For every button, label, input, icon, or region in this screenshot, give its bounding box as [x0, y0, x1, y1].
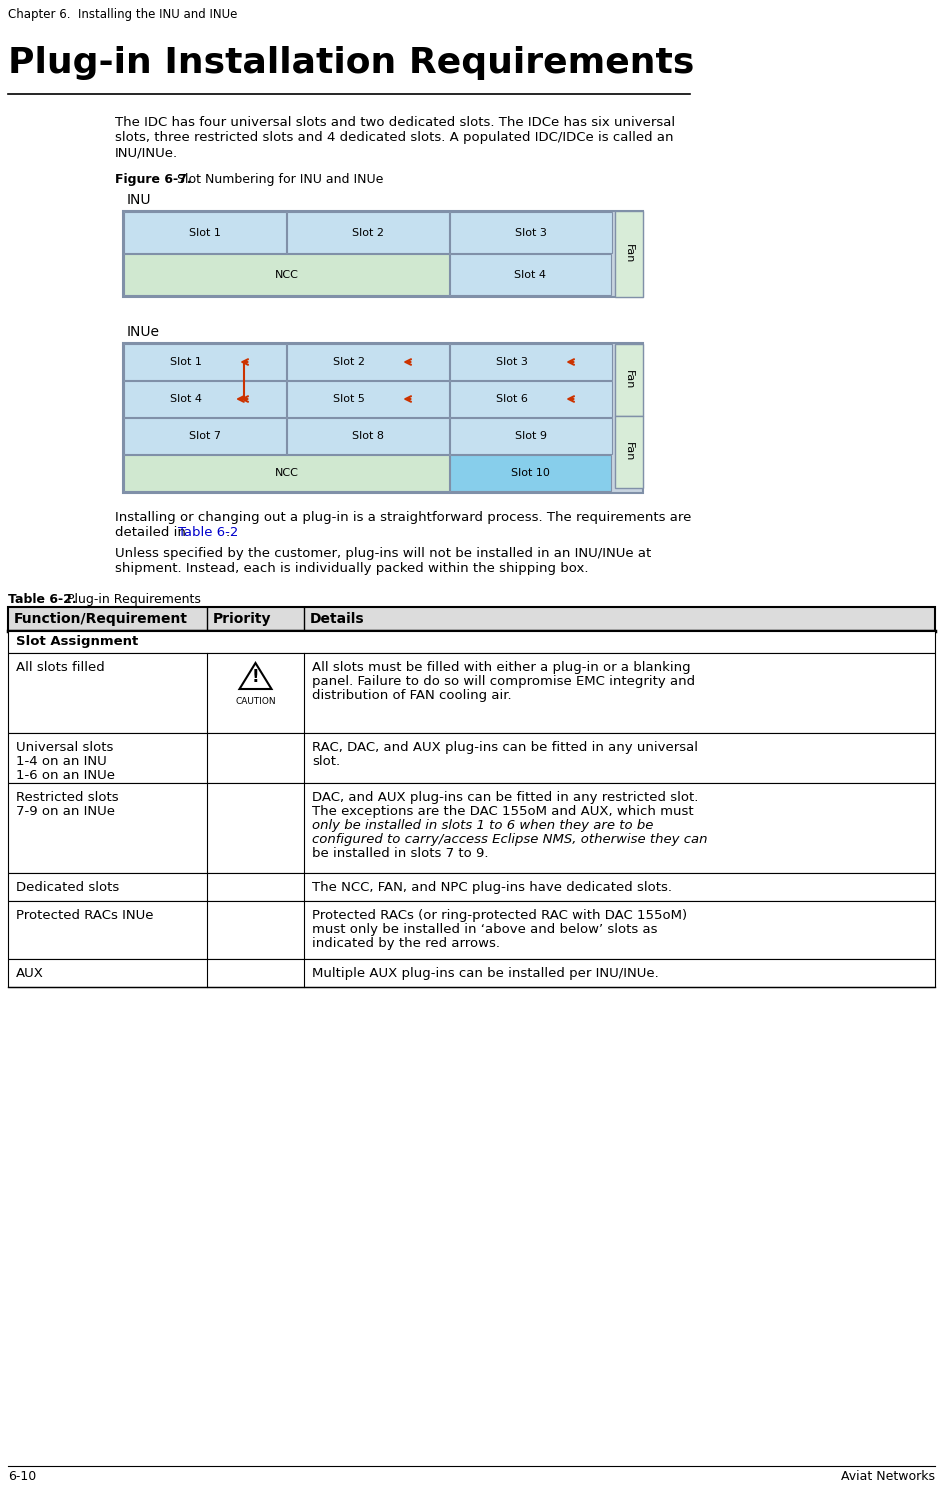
Text: be installed in slots 7 to 9.: be installed in slots 7 to 9. — [312, 847, 489, 860]
Text: Fan: Fan — [624, 244, 634, 263]
Text: Slot Assignment: Slot Assignment — [16, 636, 138, 648]
Text: The exceptions are the DAC 155oM and AUX, which must: The exceptions are the DAC 155oM and AUX… — [312, 805, 694, 817]
Bar — [287, 380, 449, 418]
Bar — [8, 652, 935, 733]
Text: distribution of FAN cooling air.: distribution of FAN cooling air. — [312, 690, 511, 701]
Bar — [123, 211, 643, 297]
Text: Details: Details — [310, 612, 365, 626]
Text: Dedicated slots: Dedicated slots — [16, 881, 119, 895]
Bar — [615, 416, 643, 487]
Text: 7-9 on an INUe: 7-9 on an INUe — [16, 805, 115, 817]
Bar — [124, 455, 449, 490]
Text: slots, three restricted slots and 4 dedicated slots. A populated IDC/IDCe is cal: slots, three restricted slots and 4 dedi… — [115, 131, 673, 144]
Text: 1-6 on an INUe: 1-6 on an INUe — [16, 768, 115, 782]
Text: slot.: slot. — [312, 755, 340, 768]
Text: CAUTION: CAUTION — [235, 697, 275, 706]
Text: The IDC has four universal slots and two dedicated slots. The IDCe has six unive: The IDC has four universal slots and two… — [115, 116, 675, 129]
Text: 1-4 on an INU: 1-4 on an INU — [16, 755, 107, 768]
Text: Unless specified by the customer, plug-ins will not be installed in an INU/INUe : Unless specified by the customer, plug-i… — [115, 547, 651, 560]
Bar — [8, 632, 935, 652]
Text: Table 6-2: Table 6-2 — [179, 526, 239, 539]
Bar — [287, 212, 449, 253]
Bar — [8, 872, 935, 901]
Text: Installing or changing out a plug-in is a straightforward process. The requireme: Installing or changing out a plug-in is … — [115, 511, 692, 525]
Bar — [450, 455, 611, 490]
Text: Slot 3: Slot 3 — [515, 227, 547, 238]
Bar — [124, 254, 449, 296]
Text: shipment. Instead, each is individually packed within the shipping box.: shipment. Instead, each is individually … — [115, 562, 588, 575]
Text: Chapter 6.  Installing the INU and INUe: Chapter 6. Installing the INU and INUe — [8, 7, 238, 21]
Text: NCC: NCC — [274, 269, 298, 279]
Bar — [287, 418, 449, 455]
Text: Slot 3: Slot 3 — [495, 357, 527, 367]
Text: configured to carry/access Eclipse NMS, otherwise they can: configured to carry/access Eclipse NMS, … — [312, 834, 708, 846]
Text: Slot 4: Slot 4 — [169, 394, 201, 404]
Text: Slot 8: Slot 8 — [352, 431, 384, 441]
Text: Plug-in Requirements: Plug-in Requirements — [63, 593, 201, 606]
Text: Universal slots: Universal slots — [16, 742, 114, 753]
Polygon shape — [240, 663, 272, 690]
Text: RAC, DAC, and AUX plug-ins can be fitted in any universal: RAC, DAC, and AUX plug-ins can be fitted… — [312, 742, 698, 753]
Text: !: ! — [252, 667, 259, 685]
Text: The NCC, FAN, and NPC plug-ins have dedicated slots.: The NCC, FAN, and NPC plug-ins have dedi… — [312, 881, 672, 895]
Text: .: . — [226, 526, 230, 539]
Bar — [450, 343, 612, 380]
Text: Aviat Networks: Aviat Networks — [841, 1470, 935, 1483]
Text: Slot 2: Slot 2 — [352, 227, 384, 238]
Text: INU: INU — [127, 193, 151, 207]
Bar — [8, 606, 935, 632]
Text: INU/INUe.: INU/INUe. — [115, 146, 178, 159]
Text: DAC, and AUX plug-ins can be fitted in any restricted slot.: DAC, and AUX plug-ins can be fitted in a… — [312, 791, 698, 804]
Bar — [8, 783, 935, 872]
Text: NCC: NCC — [274, 468, 298, 478]
Text: All slots filled: All slots filled — [16, 661, 104, 675]
Bar — [124, 418, 286, 455]
Text: Slot Numbering for INU and INUe: Slot Numbering for INU and INUe — [173, 172, 384, 186]
Bar — [124, 343, 286, 380]
Bar — [8, 733, 935, 783]
Text: INUe: INUe — [127, 325, 160, 339]
Bar — [450, 212, 612, 253]
Text: Priority: Priority — [213, 612, 272, 626]
Bar — [124, 212, 286, 253]
Bar — [450, 254, 611, 296]
Text: must only be installed in ‘above and below’ slots as: must only be installed in ‘above and bel… — [312, 923, 657, 936]
Bar — [450, 380, 612, 418]
Text: Plug-in Installation Requirements: Plug-in Installation Requirements — [8, 46, 695, 80]
Text: Function/Requirement: Function/Requirement — [14, 612, 188, 626]
Text: Protected RACs (or ring-protected RAC with DAC 155oM): Protected RACs (or ring-protected RAC wi… — [312, 909, 687, 921]
Text: All slots must be filled with either a plug-in or a blanking: All slots must be filled with either a p… — [312, 661, 691, 675]
Bar — [287, 343, 449, 380]
Text: Slot 1: Slot 1 — [169, 357, 201, 367]
Text: Slot 6: Slot 6 — [495, 394, 527, 404]
Text: panel. Failure to do so will compromise EMC integrity and: panel. Failure to do so will compromise … — [312, 675, 695, 688]
Text: Slot 1: Slot 1 — [189, 227, 221, 238]
Text: Figure 6-7.: Figure 6-7. — [115, 172, 192, 186]
Bar — [450, 418, 612, 455]
Bar — [124, 380, 286, 418]
Text: indicated by the red arrows.: indicated by the red arrows. — [312, 938, 500, 950]
Text: 6-10: 6-10 — [8, 1470, 37, 1483]
Text: Fan: Fan — [624, 370, 634, 389]
Text: only be installed in slots 1 to 6 when they are to be: only be installed in slots 1 to 6 when t… — [312, 819, 653, 832]
Text: Multiple AUX plug-ins can be installed per INU/INUe.: Multiple AUX plug-ins can be installed p… — [312, 967, 659, 979]
Text: Table 6-2.: Table 6-2. — [8, 593, 77, 606]
Text: Slot 4: Slot 4 — [514, 269, 546, 279]
Text: Restricted slots: Restricted slots — [16, 791, 118, 804]
Text: Fan: Fan — [624, 443, 634, 462]
Bar — [8, 958, 935, 987]
Text: Slot 5: Slot 5 — [333, 394, 365, 404]
Bar — [615, 211, 643, 297]
Text: Slot 10: Slot 10 — [511, 468, 550, 478]
Text: Slot 7: Slot 7 — [189, 431, 221, 441]
Text: Protected RACs INUe: Protected RACs INUe — [16, 909, 153, 921]
Text: detailed in: detailed in — [115, 526, 190, 539]
Text: Slot 2: Slot 2 — [333, 357, 365, 367]
Bar — [8, 901, 935, 958]
Text: Slot 9: Slot 9 — [515, 431, 547, 441]
Bar — [123, 343, 643, 493]
Text: AUX: AUX — [16, 967, 44, 979]
Bar — [615, 343, 643, 416]
